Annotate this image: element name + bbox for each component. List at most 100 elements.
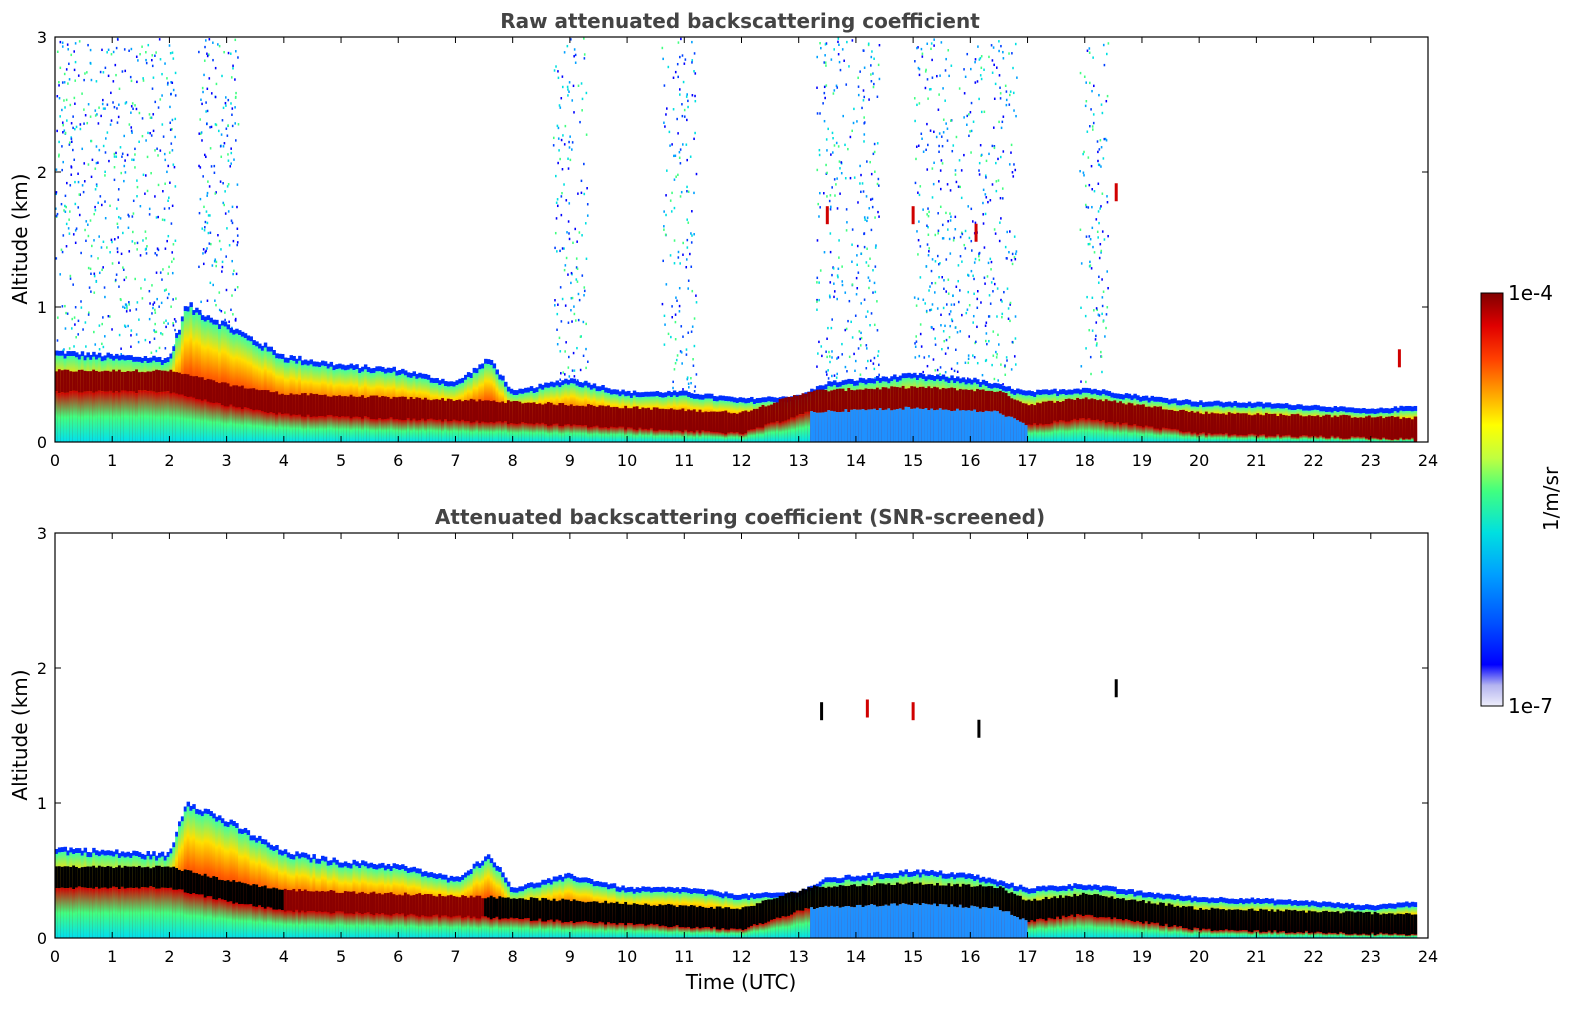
layer-peak-band bbox=[844, 391, 848, 410]
noise-speckle bbox=[120, 353, 122, 356]
layer-column bbox=[209, 317, 213, 442]
layer-top-fringe bbox=[55, 848, 59, 854]
layer-peak-band bbox=[1133, 405, 1137, 425]
noise-speckle bbox=[59, 66, 62, 70]
noise-speckle bbox=[214, 95, 217, 99]
noise-speckle bbox=[149, 341, 151, 344]
layer-peak-band bbox=[715, 411, 720, 433]
noise-speckle bbox=[949, 219, 952, 222]
layer-top-fringe bbox=[1136, 395, 1140, 401]
layer-column bbox=[1307, 405, 1312, 442]
layer-column bbox=[372, 863, 376, 938]
layer-column bbox=[1250, 403, 1255, 442]
layer-peak-band bbox=[552, 404, 557, 424]
noise-speckle bbox=[687, 287, 690, 290]
noise-speckle bbox=[823, 119, 826, 123]
layer-column bbox=[332, 365, 336, 442]
noise-speckle bbox=[921, 55, 924, 58]
layer-peak-band bbox=[97, 865, 102, 889]
noise-speckle bbox=[136, 301, 139, 304]
layer-column bbox=[1347, 407, 1352, 442]
noise-speckle bbox=[170, 305, 172, 308]
noise-speckle bbox=[866, 310, 869, 313]
noise-speckle bbox=[823, 91, 826, 95]
layer-column bbox=[398, 370, 402, 442]
layer-lower bbox=[1213, 433, 1217, 442]
layer-peak-band bbox=[335, 395, 339, 417]
layer-peak-band bbox=[878, 389, 883, 409]
noise-speckle bbox=[77, 206, 80, 209]
layer-column bbox=[409, 372, 414, 442]
noise-speckle bbox=[572, 241, 574, 245]
noise-speckle bbox=[120, 171, 123, 175]
layer-lower bbox=[246, 407, 251, 442]
layer-column bbox=[718, 395, 723, 442]
noise-speckle bbox=[568, 355, 570, 359]
layer-lower bbox=[266, 413, 271, 442]
noise-speckle bbox=[90, 272, 92, 275]
layer-peak-band bbox=[498, 402, 502, 422]
noise-speckle bbox=[967, 205, 970, 208]
noise-speckle bbox=[853, 352, 855, 356]
noise-speckle bbox=[175, 297, 177, 300]
layer-top-fringe bbox=[1179, 400, 1183, 406]
layer-lower bbox=[1070, 420, 1074, 442]
layer-top-fringe bbox=[1367, 408, 1372, 414]
layer-top-fringe bbox=[858, 377, 863, 383]
layer-peak-band bbox=[155, 369, 159, 393]
layer-column bbox=[381, 862, 385, 938]
layer-column bbox=[1390, 407, 1395, 442]
layer-peak-band bbox=[1399, 418, 1403, 438]
layer-lower bbox=[924, 408, 929, 442]
layer-peak-band bbox=[326, 396, 331, 416]
layer-top-fringe bbox=[180, 816, 185, 822]
noise-speckle bbox=[154, 311, 157, 314]
noise-speckle bbox=[215, 191, 217, 194]
noise-speckle bbox=[941, 276, 944, 279]
noise-speckle bbox=[1106, 94, 1109, 98]
layer-column bbox=[286, 357, 291, 442]
layer-peak-band bbox=[200, 875, 205, 895]
layer-column bbox=[927, 374, 931, 442]
noise-speckle bbox=[63, 81, 66, 84]
layer-top-fringe bbox=[526, 387, 531, 393]
noise-speckle bbox=[166, 296, 169, 300]
layer-column bbox=[867, 378, 871, 442]
noise-speckle bbox=[979, 57, 982, 60]
layer-column bbox=[266, 842, 271, 938]
layer-lower bbox=[86, 391, 90, 442]
layer-lower bbox=[1167, 428, 1172, 442]
noise-speckle bbox=[943, 339, 946, 343]
noise-speckle bbox=[920, 47, 923, 51]
layer-top-fringe bbox=[744, 398, 748, 404]
noise-speckle bbox=[585, 257, 588, 260]
noise-speckle bbox=[175, 320, 177, 323]
layer-column bbox=[1176, 400, 1180, 442]
noise-speckle bbox=[227, 210, 230, 213]
noise-speckle bbox=[819, 191, 821, 195]
layer-lower bbox=[641, 429, 645, 442]
layer-peak-band bbox=[1316, 415, 1320, 437]
layer-lower bbox=[1399, 437, 1403, 442]
layer-lower bbox=[338, 911, 342, 938]
noise-speckle bbox=[1082, 171, 1085, 174]
layer-column bbox=[664, 392, 668, 442]
layer-peak-band bbox=[306, 891, 311, 912]
backscatter-layer bbox=[55, 302, 1418, 442]
layer-peak-band bbox=[1050, 400, 1054, 424]
noise-speckle bbox=[152, 76, 155, 79]
layer-top-fringe bbox=[189, 805, 193, 811]
layer-peak-band bbox=[1379, 416, 1383, 440]
layer-peak-band bbox=[220, 382, 225, 406]
noise-speckle bbox=[970, 67, 972, 71]
noise-speckle bbox=[560, 138, 563, 142]
layer-column bbox=[1379, 407, 1383, 442]
noise-speckle bbox=[838, 160, 841, 163]
layer-peak-band bbox=[581, 405, 585, 426]
layer-top-fringe bbox=[323, 856, 328, 862]
noise-speckle bbox=[666, 169, 668, 172]
layer-top-fringe bbox=[944, 376, 949, 382]
layer-top-fringe bbox=[772, 397, 777, 403]
noise-speckle bbox=[136, 248, 138, 251]
noise-speckle bbox=[844, 328, 847, 332]
